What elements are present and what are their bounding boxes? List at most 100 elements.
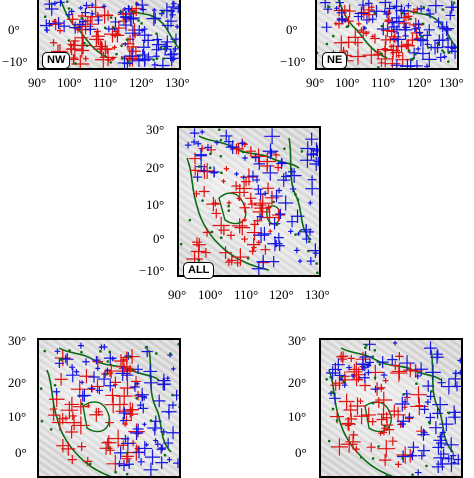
blue-cross-marker (167, 457, 172, 462)
blue-cross-marker (90, 12, 94, 16)
x-tick-all-3: 120° (269, 288, 294, 301)
green-dot-marker (126, 473, 129, 476)
blue-cross-marker (424, 341, 437, 354)
blue-cross-marker (369, 15, 377, 23)
green-dot-marker (189, 219, 192, 222)
red-cross-marker (199, 145, 206, 152)
green-dot-marker (60, 357, 63, 360)
blue-cross-marker (290, 186, 296, 192)
red-cross-marker (68, 455, 77, 464)
red-cross-marker (219, 246, 232, 259)
green-dot-marker (430, 390, 433, 393)
y-tick-ne-1: −10° (280, 55, 306, 68)
green-dot-marker (372, 457, 375, 460)
green-dot-marker (227, 205, 230, 208)
red-cross-marker (373, 397, 384, 408)
blue-cross-marker (267, 149, 275, 157)
green-dot-marker (319, 177, 321, 180)
green-dot-marker (162, 57, 165, 60)
green-dot-marker (294, 193, 297, 196)
blue-cross-marker (158, 444, 165, 451)
seismic-markers-se (325, 340, 463, 478)
panel-ne: NE 0° −10° 90° 100° 110° 120° 130° (274, 0, 474, 100)
blue-cross-marker (55, 348, 61, 354)
y-tick-sw-0: 30° (8, 334, 26, 347)
blue-cross-marker (105, 26, 112, 33)
seismic-markers-all (180, 128, 321, 276)
green-dot-marker (209, 153, 212, 156)
green-dot-marker (127, 356, 130, 359)
green-dot-marker (283, 147, 286, 150)
x-tick-nw-4: 130° (165, 76, 190, 89)
red-cross-marker (402, 405, 407, 410)
blue-cross-marker (288, 229, 293, 234)
red-cross-marker (369, 4, 375, 10)
red-cross-marker (92, 356, 103, 367)
green-dot-marker (299, 230, 302, 233)
blue-cross-marker (418, 445, 430, 457)
y-tick-all-3: 0° (153, 232, 165, 245)
blue-cross-marker (255, 189, 266, 200)
red-cross-marker (119, 441, 128, 450)
green-dot-marker (453, 1, 456, 4)
green-dot-marker (43, 350, 46, 353)
y-tick-sw-1: 20° (8, 376, 26, 389)
red-cross-marker (241, 236, 248, 243)
blue-cross-marker (44, 0, 54, 9)
blue-cross-marker (152, 35, 162, 45)
green-dot-marker (402, 393, 405, 396)
blue-cross-marker (402, 33, 408, 39)
green-dot-marker (180, 243, 183, 246)
red-cross-marker (348, 355, 355, 362)
blue-cross-marker (104, 352, 117, 365)
green-dot-marker (441, 49, 444, 52)
blue-cross-marker (171, 367, 175, 371)
red-cross-marker (375, 392, 392, 409)
green-dot-marker (448, 51, 451, 54)
green-dot-marker (415, 382, 418, 385)
green-dot-marker (74, 62, 77, 65)
blue-cross-marker (417, 429, 429, 441)
green-dot-marker (332, 35, 335, 38)
blue-cross-marker (287, 168, 302, 183)
green-dot-marker (81, 403, 84, 406)
blue-cross-marker (124, 460, 133, 469)
map-overlay-se (321, 340, 463, 478)
blue-cross-marker (278, 195, 293, 210)
green-dot-marker (442, 8, 445, 11)
blue-cross-marker (66, 368, 80, 382)
red-cross-marker (83, 56, 89, 62)
panel-sw: 30° 20° 10° 0° (0, 328, 200, 474)
map-frame-se (319, 338, 463, 478)
red-cross-marker (50, 39, 57, 46)
red-cross-marker (334, 35, 348, 49)
red-cross-marker (227, 201, 232, 206)
green-dot-marker (385, 475, 388, 478)
blue-cross-marker (53, 388, 60, 395)
blue-cross-marker (80, 380, 84, 384)
blue-cross-marker (196, 150, 207, 161)
green-dot-marker (316, 272, 319, 275)
green-dot-marker (372, 402, 375, 405)
blue-cross-marker (254, 177, 260, 183)
green-dot-marker (139, 54, 142, 57)
blue-cross-marker (336, 0, 344, 7)
green-dot-marker (162, 10, 165, 13)
blue-cross-marker (337, 17, 342, 22)
green-dot-marker (448, 412, 451, 415)
red-cross-marker (105, 388, 119, 402)
red-cross-marker (388, 405, 401, 418)
green-dot-marker (307, 250, 310, 253)
blue-cross-marker (286, 216, 297, 227)
red-cross-marker (367, 443, 376, 452)
green-dot-marker (275, 223, 278, 226)
green-dot-marker (171, 394, 174, 397)
y-tick-nw-1: −10° (2, 55, 28, 68)
x-tick-ne-1: 100° (335, 76, 360, 89)
green-dot-marker (145, 346, 148, 349)
green-dot-marker (272, 201, 275, 204)
x-tick-nw-1: 100° (57, 76, 82, 89)
red-cross-marker (120, 380, 135, 395)
blue-cross-marker (123, 42, 127, 46)
blue-cross-marker (441, 379, 457, 395)
